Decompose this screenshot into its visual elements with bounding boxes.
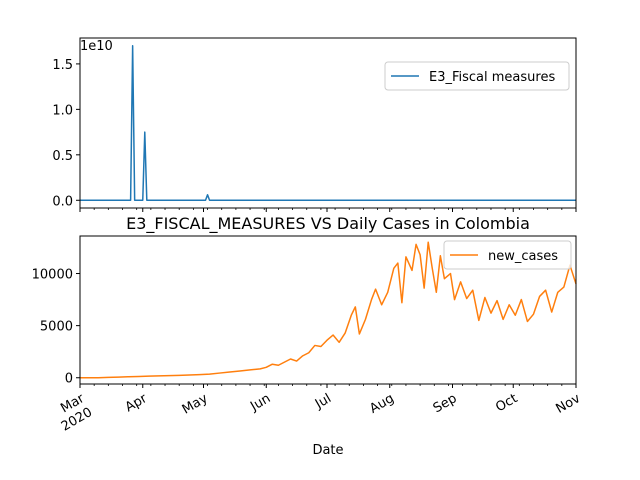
bottom-chart-legend-box xyxy=(443,240,572,270)
chart-title: E3_FISCAL_MEASURES VS Daily Cases in Col… xyxy=(126,214,530,234)
x-tick-label-group: Jun xyxy=(247,391,273,415)
top-chart-legend-label: E3_Fiscal measures xyxy=(429,70,555,85)
x-tick-label-group: Nov xyxy=(554,391,584,417)
bottom-chart-frame xyxy=(79,235,577,385)
bottom-chart-legend: new_cases xyxy=(443,240,572,270)
x-tick-label: May xyxy=(180,391,211,418)
y-tick-label: 1.5 xyxy=(52,58,73,73)
x-tick-label: Jul xyxy=(312,391,334,412)
x-tick-label-group: Sep xyxy=(431,391,460,416)
top-chart-legend-box xyxy=(384,61,570,91)
x-tick-label-group: Oct xyxy=(493,391,520,415)
top-chart-legend: E3_Fiscal measures xyxy=(384,61,570,91)
new-cases-line xyxy=(79,241,577,379)
x-tick-label-group: Apr xyxy=(123,391,151,416)
x-tick-label-group: Jul xyxy=(312,391,334,412)
x-tick-label-group: Aug xyxy=(367,391,396,417)
x-tick-label: Nov xyxy=(554,391,584,417)
x-tick-label-group: May xyxy=(180,391,211,418)
top-chart-offset-label: 1e10 xyxy=(80,39,113,54)
x-axis-label: Date xyxy=(312,443,343,458)
x-tick-label: Oct xyxy=(493,391,520,415)
y-tick-label: 1.0 xyxy=(52,103,73,118)
bottom-chart-legend-label: new_cases xyxy=(488,249,558,264)
x-tick-label: Apr xyxy=(123,391,151,416)
top-chart: 0.0 0.5 1.0 1.5 1e10 E3_Fiscal measures xyxy=(52,37,577,212)
y-tick-label: 0 xyxy=(65,372,73,387)
y-tick-label: 0.5 xyxy=(52,149,73,164)
top-chart-frame xyxy=(79,37,577,209)
y-tick-label: 5000 xyxy=(40,320,73,335)
x-tick-label: Sep xyxy=(431,391,460,416)
y-tick-label: 0.0 xyxy=(52,194,73,209)
x-tick-label: Aug xyxy=(367,391,396,417)
y-tick-label: 10000 xyxy=(32,268,73,283)
x-tick-label: Jun xyxy=(247,391,273,415)
fiscal-measures-line xyxy=(80,44,576,202)
